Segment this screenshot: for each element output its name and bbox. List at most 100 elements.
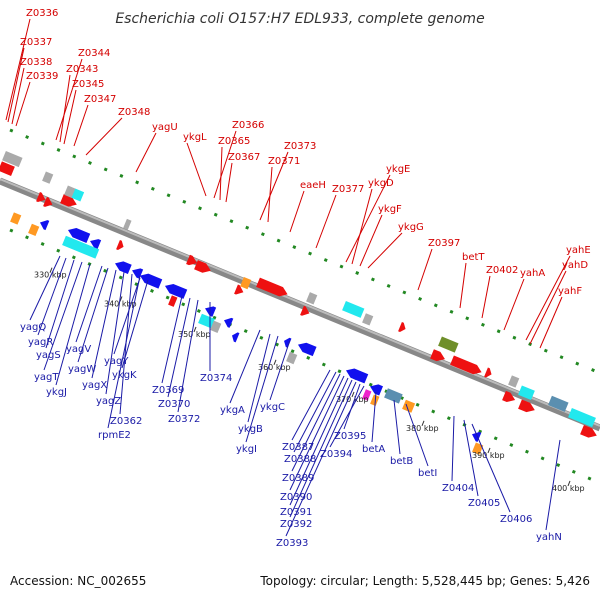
reverse-gene-label: Z0389 xyxy=(282,473,314,484)
gene-feature xyxy=(568,408,596,428)
gene-feature xyxy=(224,317,234,328)
reverse-gene-label: ykgK xyxy=(112,370,137,381)
tick-mark xyxy=(119,296,123,302)
gene-leader-line xyxy=(135,132,157,173)
gene-leader-line xyxy=(291,373,341,472)
forward-gene-label: eaeH xyxy=(300,180,326,191)
gene-leader-line xyxy=(269,339,291,401)
gene-leader-line xyxy=(289,375,345,491)
gene-leader-line xyxy=(343,383,361,430)
gene-leader-line xyxy=(545,439,561,531)
reverse-gene-label: Z0392 xyxy=(280,519,312,530)
forward-gene-label: Z0373 xyxy=(284,141,316,152)
gene-leader-line xyxy=(503,278,525,331)
reverse-gene-label: Z0394 xyxy=(320,449,352,460)
gene-feature xyxy=(300,305,310,316)
gene-feature xyxy=(165,283,188,299)
gene-feature xyxy=(472,431,482,442)
tick-label: 360 kbp xyxy=(258,363,291,372)
gene-leader-line xyxy=(55,58,83,141)
gene-leader-line xyxy=(329,385,365,448)
gene-leader-line xyxy=(285,381,357,537)
gene-leader-line xyxy=(7,47,25,123)
gene-feature xyxy=(36,192,46,203)
gene-feature xyxy=(240,276,252,290)
reverse-gene-labels: yagQ yagR yagS yagT ykgJ yagV yagW yagX yagZ Z036… xyxy=(20,255,562,549)
gene-leader-line xyxy=(463,419,479,497)
gene-feature xyxy=(402,399,416,413)
gene-feature xyxy=(502,390,516,403)
gene-leader-line xyxy=(529,270,567,345)
gene-feature xyxy=(362,313,374,326)
gene-feature xyxy=(90,239,102,250)
gene-feature xyxy=(298,342,317,357)
gene-leader-line xyxy=(539,296,563,349)
gene-feature xyxy=(306,292,318,305)
gene-leader-line xyxy=(393,399,401,455)
gene-feature xyxy=(548,395,569,412)
gene-leader-line xyxy=(105,271,125,395)
gene-leader-line xyxy=(29,255,61,321)
gene-feature xyxy=(60,193,77,207)
reverse-gene-label: Z0395 xyxy=(334,431,366,442)
gene-feature xyxy=(40,220,50,231)
gene-feature xyxy=(186,254,198,266)
reverse-gene-label: ykgJ xyxy=(46,387,67,398)
tick-label: 330 kbp xyxy=(34,271,67,280)
gene-feature xyxy=(205,306,217,317)
gene-feature xyxy=(232,332,240,343)
gene-feature xyxy=(64,185,76,198)
tick-mark xyxy=(273,359,277,366)
gene-leader-line xyxy=(291,369,331,441)
tick-mark xyxy=(351,391,355,398)
reverse-gene-label: yagZ xyxy=(96,396,121,407)
gene-leader-line xyxy=(259,151,289,221)
gene-feature xyxy=(508,375,520,388)
gene-feature xyxy=(384,388,403,404)
gene-leader-line xyxy=(77,267,109,363)
forward-gene-label: ykgD xyxy=(368,178,394,189)
gene-feature xyxy=(168,295,178,307)
reverse-gene-label: yagT xyxy=(34,372,59,383)
reverse-gene-label: ykgC xyxy=(260,402,285,413)
gene-feature xyxy=(346,368,369,384)
gene-feature xyxy=(0,161,15,176)
tick-mark xyxy=(421,420,425,426)
gene-feature xyxy=(194,260,211,273)
gene-leader-line xyxy=(75,265,103,343)
gene-leader-line xyxy=(245,335,279,443)
gene-leader-line xyxy=(113,277,141,355)
gene-feature xyxy=(484,367,492,378)
gene-leader-line xyxy=(45,259,75,349)
reverse-gene-label: Z0374 xyxy=(200,373,232,384)
forward-gene-label: Z0371 xyxy=(268,156,300,167)
gene-feature xyxy=(140,273,163,289)
forward-gene-label: ykgL xyxy=(183,132,207,143)
gene-leader-line xyxy=(11,67,25,125)
gene-feature xyxy=(28,223,40,237)
feature-track xyxy=(0,151,597,455)
tick-label: 400 kbp xyxy=(552,484,585,493)
map-title: Escherichia coli O157:H7 EDL933, complet… xyxy=(115,11,484,27)
gene-leader-line xyxy=(359,214,383,267)
gene-feature xyxy=(43,196,53,207)
forward-gene-label: Z0339 xyxy=(26,71,58,82)
reverse-gene-label: Z0369 xyxy=(152,385,184,396)
gene-leader-line xyxy=(161,295,183,384)
reverse-gene-label: Z0404 xyxy=(442,483,474,494)
tick-mark xyxy=(193,326,197,333)
gene-feature xyxy=(450,355,482,375)
gene-feature xyxy=(580,424,597,438)
tick-label: 350 kbp xyxy=(178,330,211,339)
forward-gene-label: Z0347 xyxy=(84,94,116,105)
reverse-gene-label: ykgB xyxy=(238,424,263,435)
reverse-gene-label: yagS xyxy=(36,350,61,361)
reverse-gene-label: Z0388 xyxy=(284,454,316,465)
gene-leader-line xyxy=(267,166,273,223)
gene-feature xyxy=(198,313,215,329)
gene-leader-line xyxy=(289,379,353,518)
gene-leader-line xyxy=(289,190,305,233)
gene-feature xyxy=(116,239,124,250)
gene-feature xyxy=(234,284,244,295)
